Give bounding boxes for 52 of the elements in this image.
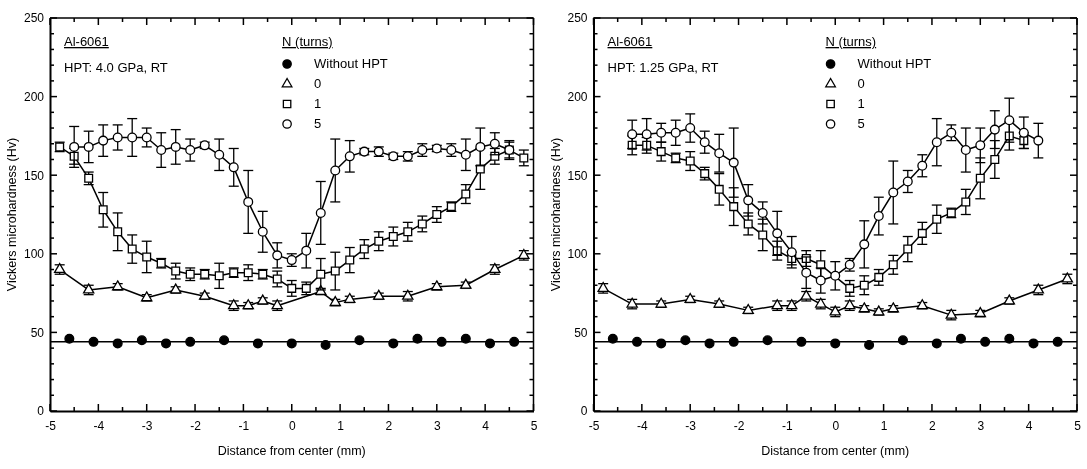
x-tick-label: 2 [385,418,393,433]
y-tick-label: 0 [37,404,45,419]
y-tick-label: 200 [23,89,45,104]
x-tick-label: 4 [482,418,490,433]
y-tick-label: 50 [30,325,45,340]
x-tick-label: -3 [141,418,153,433]
x-tick-label: 5 [1074,418,1082,433]
y-tick-label: 100 [567,247,588,262]
legend-label: 0 [857,76,865,91]
x-axis-title: Distance from center (mm) [761,444,910,458]
legend-label: 1 [857,96,865,111]
legend-label: 5 [314,116,322,131]
y-tick-label: 0 [580,404,588,419]
y-tick-label: 250 [23,11,45,26]
x-tick-label: -2 [733,418,745,433]
legend-title: N (turns) [825,34,877,49]
legend-label: Without HPT [857,56,932,71]
x-tick-label: -2 [190,418,202,433]
y-tick-label: 200 [567,89,588,104]
x-tick-label: 3 [977,418,985,433]
annotation: HPT: 4.0 GPa, RT [64,60,168,75]
x-tick-label: 3 [433,418,441,433]
x-tick-label: 0 [288,418,296,433]
legend-label: 1 [314,96,322,111]
y-tick-label: 250 [567,11,588,26]
x-axis-title: Distance from center (mm) [217,444,366,458]
legend-label: Without HPT [314,56,388,71]
x-tick-label: 0 [832,418,840,433]
y-tick-label: 50 [574,325,588,340]
y-tick-label: 150 [23,168,45,183]
x-tick-label: 4 [1025,418,1033,433]
annotation: Al-6061 [607,34,653,49]
y-tick-label: 100 [23,247,45,262]
x-tick-label: -4 [637,418,649,433]
x-tick-label: 1 [880,418,888,433]
x-tick-label: 1 [337,418,345,433]
y-tick-label: 150 [567,168,588,183]
annotation: Al-6061 [64,34,109,49]
x-tick-label: 2 [929,418,937,433]
x-tick-label: -4 [93,418,105,433]
x-tick-label: -5 [45,418,57,433]
x-tick-label: -5 [588,418,600,433]
annotation: HPT: 1.25 GPa, RT [607,60,719,75]
x-tick-label: -1 [782,418,794,433]
x-tick-label: -3 [685,418,697,433]
x-tick-label: -1 [238,418,250,433]
legend-label: 0 [314,76,322,91]
x-tick-label: 5 [530,418,538,433]
legend-label: 5 [857,116,865,131]
y-axis-title: Vickers microhardness (Hv) [5,137,19,292]
legend-title: N (turns) [282,34,333,49]
y-axis-title: Vickers microhardness (Hv) [548,137,563,292]
